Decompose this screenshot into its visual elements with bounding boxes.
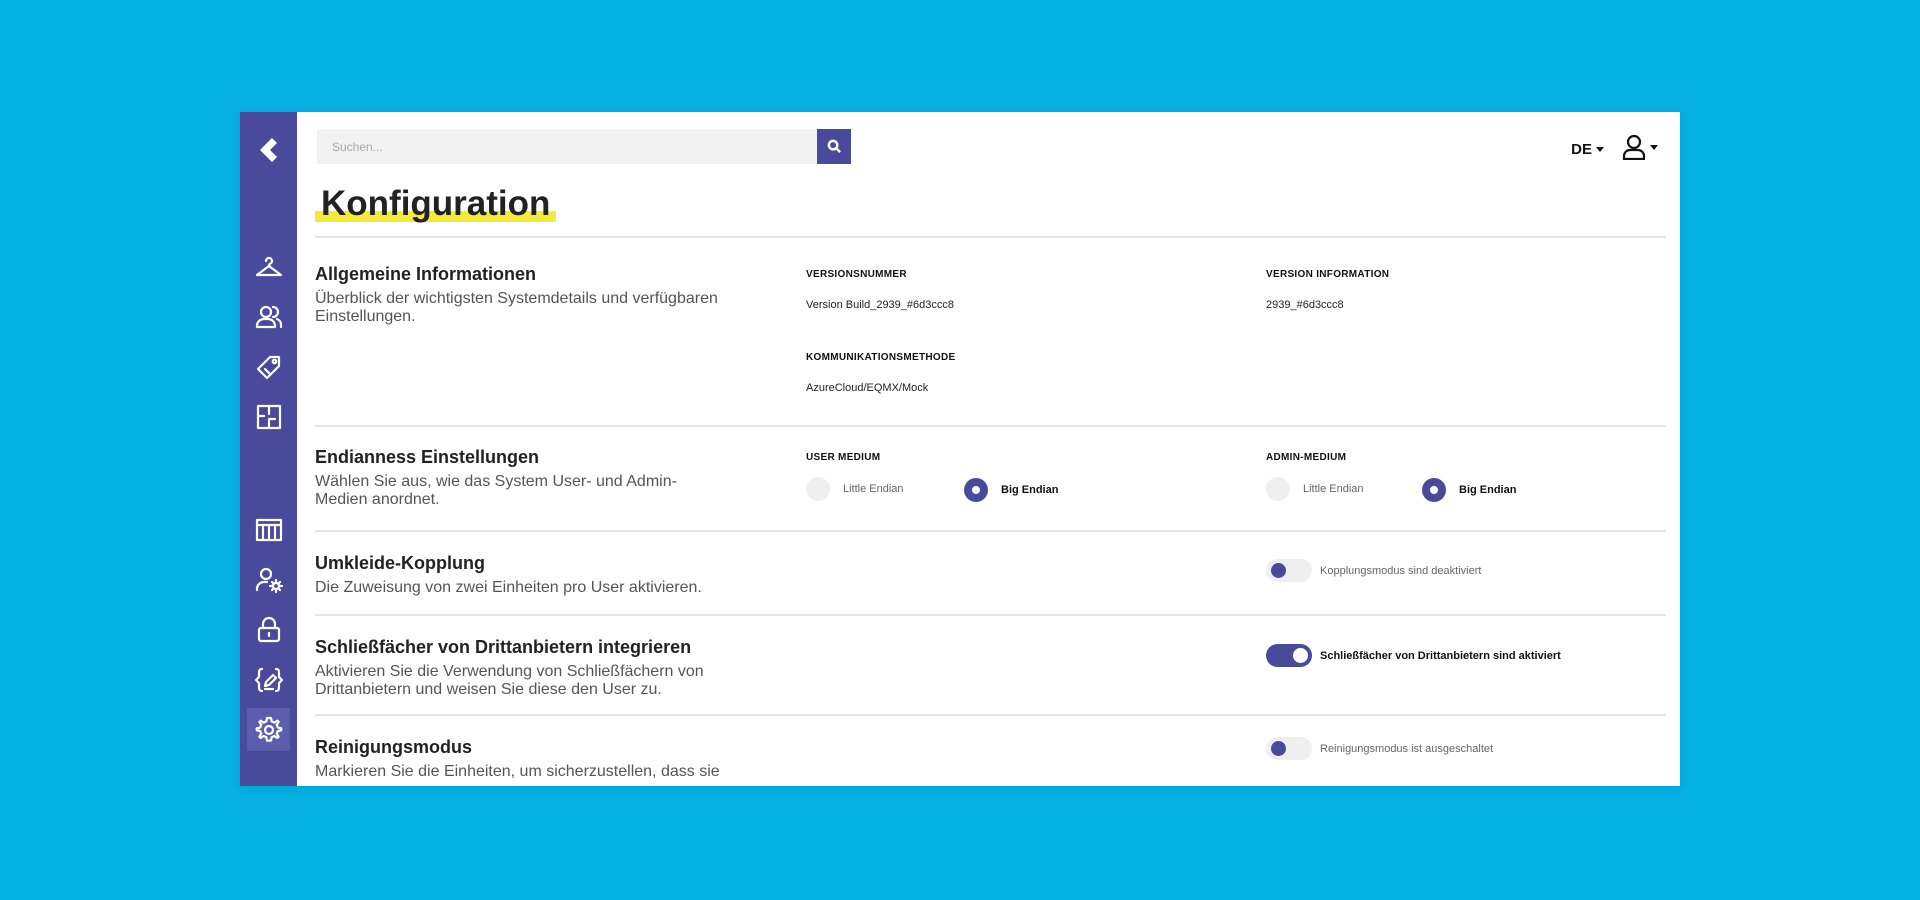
toggle-track (1266, 737, 1312, 760)
comm-method-label: KOMMUNIKATIONSMETHODE (806, 352, 956, 363)
divider (315, 425, 1666, 427)
lockers-toggle[interactable]: Schließfächer von Drittanbietern sind ak… (1266, 644, 1561, 667)
divider (315, 714, 1666, 716)
version-info-value: 2939_#6d3ccc8 (1266, 299, 1344, 311)
app-window: DE Konfiguration Allgemeine Informatione… (240, 112, 1680, 786)
section-desc-coupling: Die Zuweisung von zwei Einheiten pro Use… (315, 579, 702, 596)
admin-little-endian-radio[interactable]: Little Endian (1266, 477, 1364, 501)
section-desc-endianness: Wählen Sie aus, wie das System User- und… (315, 473, 677, 508)
user-menu[interactable] (1622, 134, 1658, 160)
language-label: DE (1571, 141, 1592, 158)
user-big-endian-radio[interactable]: Big Endian (964, 478, 1058, 502)
page-title-text: Konfiguration (321, 184, 551, 223)
sidebar-item-user-settings[interactable] (247, 558, 290, 601)
toggle-track (1266, 559, 1312, 582)
section-title-general: Allgemeine Informationen (315, 264, 537, 284)
user-icon (1622, 134, 1646, 160)
search-icon (827, 139, 841, 153)
section-desc-cleaning: Markieren Sie die Einheiten, um sicherzu… (315, 763, 720, 780)
version-number-value: Version Build_2939_#6d3ccc8 (806, 299, 955, 311)
divider (315, 614, 1666, 616)
search-bar (317, 129, 851, 164)
section-title-endianness: Endianness Einstellungen (315, 447, 540, 467)
radio-label: Little Endian (843, 483, 904, 495)
section-title-cleaning: Reinigungsmodus (315, 737, 472, 757)
sidebar-item-lock[interactable] (247, 608, 290, 651)
radio-label: Big Endian (1459, 484, 1517, 496)
main-content: DE Konfiguration Allgemeine Informatione… (297, 112, 1680, 786)
radio-circle-selected (964, 478, 988, 502)
user-little-endian-radio[interactable]: Little Endian (806, 477, 904, 501)
radio-circle-selected (1422, 478, 1446, 502)
sidebar-item-code[interactable] (247, 658, 290, 701)
lockers-status: Schließfächer von Drittanbietern sind ak… (1320, 649, 1561, 662)
radio-circle (1266, 477, 1290, 501)
radio-label: Big Endian (1001, 484, 1059, 496)
sidebar-item-users[interactable] (247, 295, 290, 338)
section-desc-lockers: Aktivieren Sie die Verwendung von Schlie… (315, 663, 704, 698)
toggle-knob (1271, 741, 1286, 756)
divider (315, 236, 1666, 238)
coupling-status: Kopplungsmodus sind deaktiviert (1320, 564, 1482, 577)
hanger-icon (255, 256, 282, 276)
coupling-toggle[interactable]: Kopplungsmodus sind deaktiviert (1266, 559, 1481, 582)
gear-icon (255, 716, 282, 742)
admin-big-endian-radio[interactable]: Big Endian (1422, 478, 1516, 502)
tag-icon (256, 355, 280, 379)
sidebar-item-lockers[interactable] (247, 508, 290, 551)
admin-medium-label: ADMIN-MEDIUM (1266, 452, 1347, 463)
toggle-knob (1293, 648, 1308, 663)
cleaning-status: Reinigungsmodus ist ausgeschaltet (1320, 742, 1494, 755)
lock-icon (257, 616, 280, 642)
section-title-lockers: Schließfächer von Drittanbietern integri… (315, 637, 692, 657)
version-info-label: VERSION INFORMATION (1266, 269, 1390, 280)
user-settings-icon (255, 567, 283, 593)
comm-method-value: AzureCloud/EQMX/Mock (806, 382, 929, 394)
user-medium-label: USER MEDIUM (806, 452, 881, 463)
toggle-knob (1271, 563, 1286, 578)
page-title: Konfiguration (315, 184, 557, 224)
sidebar-item-settings[interactable] (247, 708, 290, 751)
section-desc-general: Überblick der wichtigsten Systemdetails … (315, 290, 718, 325)
version-number-label: VERSIONSNUMMER (806, 269, 907, 280)
caret-down-icon (1596, 147, 1604, 152)
radio-circle (806, 477, 830, 501)
sidebar (240, 112, 297, 786)
back-logo-icon[interactable] (247, 128, 290, 171)
language-selector[interactable]: DE (1571, 141, 1604, 158)
search-input[interactable] (317, 129, 817, 164)
code-edit-icon (254, 667, 283, 692)
sidebar-item-hanger[interactable] (247, 245, 290, 288)
section-title-coupling: Umkleide-Kopplung (315, 553, 485, 573)
search-button[interactable] (817, 129, 851, 164)
cleaning-toggle[interactable]: Reinigungsmodus ist ausgeschaltet (1266, 737, 1493, 760)
sidebar-item-tags[interactable] (247, 345, 290, 388)
caret-down-icon (1650, 144, 1658, 150)
floorplan-icon (256, 404, 281, 429)
divider (315, 530, 1666, 532)
sidebar-item-floorplan[interactable] (247, 395, 290, 438)
toggle-track (1266, 644, 1312, 667)
users-icon (255, 305, 282, 328)
radio-label: Little Endian (1303, 483, 1364, 495)
lockers-icon (255, 518, 282, 541)
